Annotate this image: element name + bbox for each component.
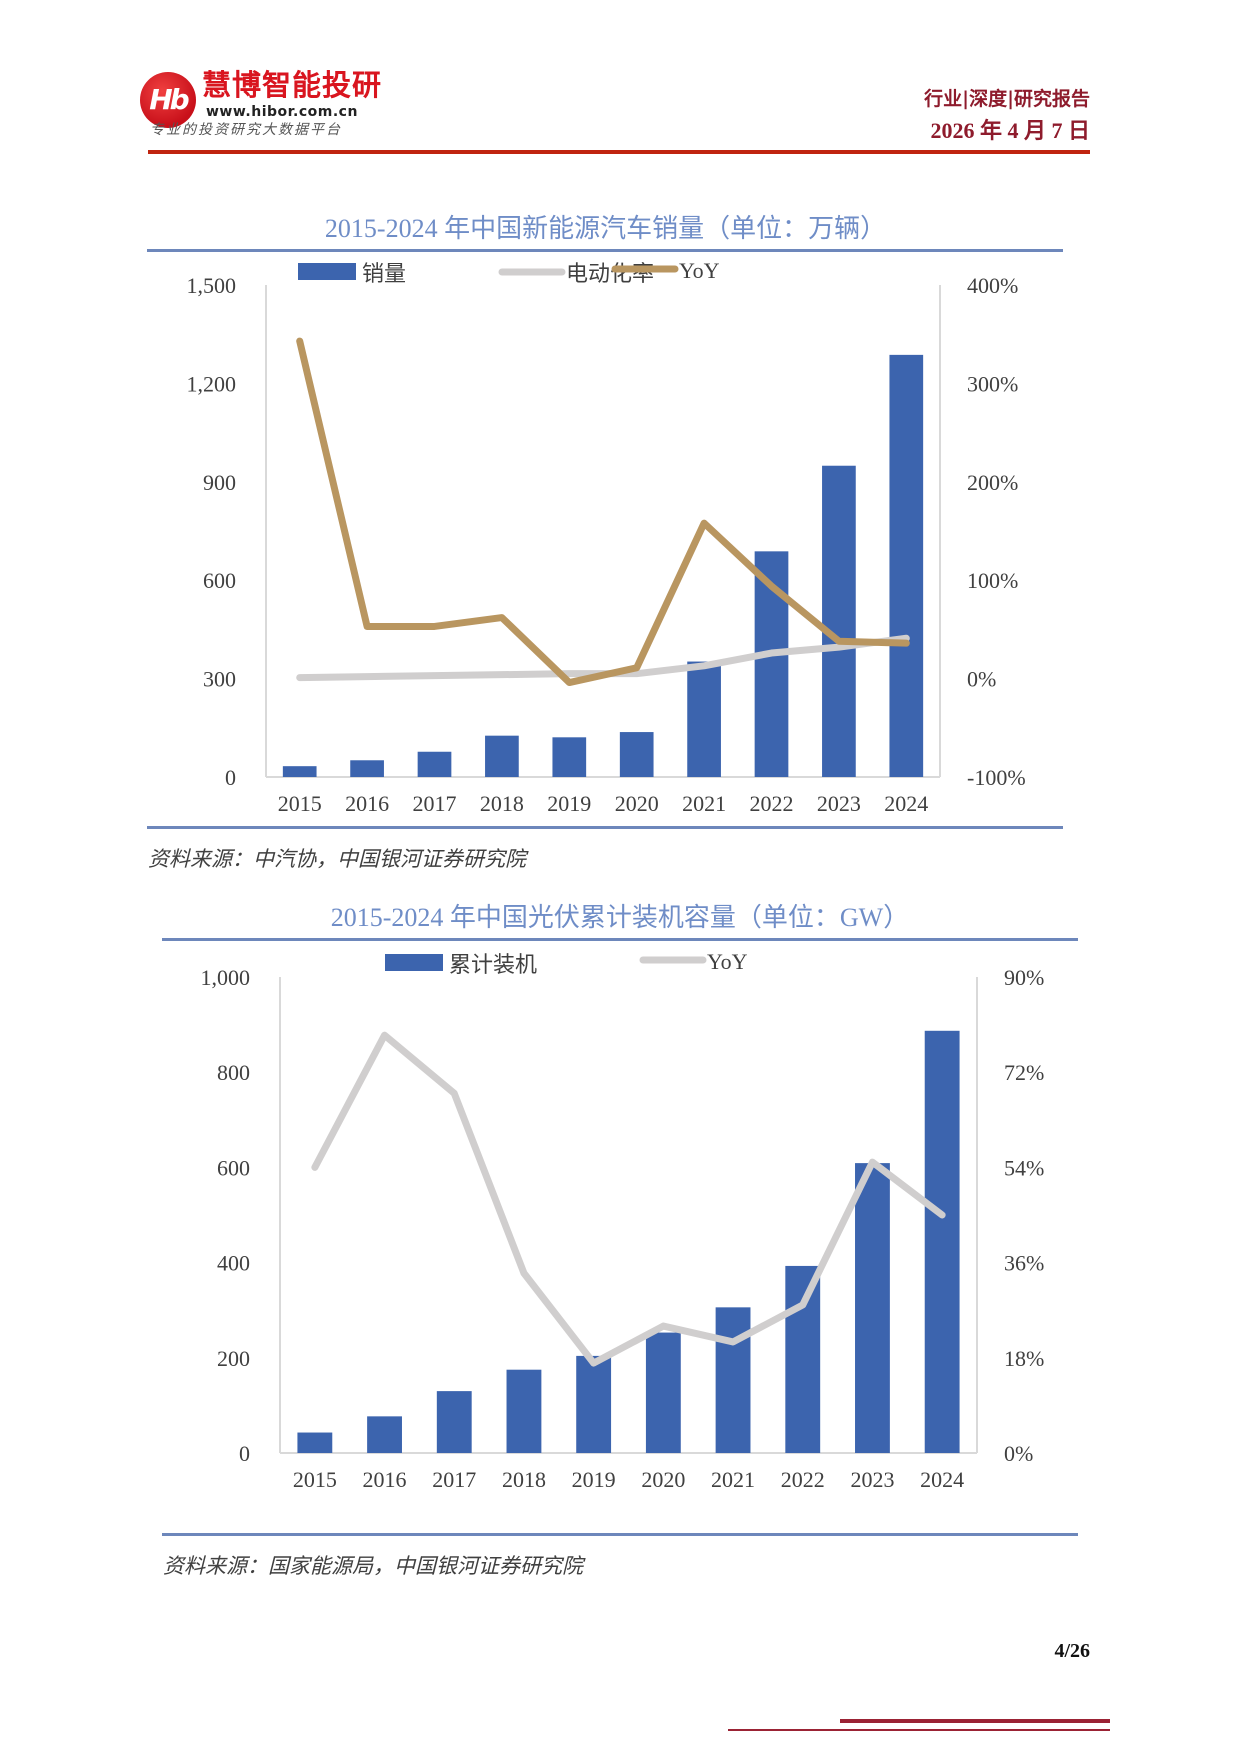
logo-name: 慧博智能投研 <box>202 68 383 102</box>
x-axis-tick: 2024 <box>920 1467 964 1492</box>
x-axis-tick: 2024 <box>884 791 928 816</box>
chart1-bottom-rule <box>147 826 1063 829</box>
left-axis-tick: 1,200 <box>187 371 237 396</box>
x-axis-tick: 2020 <box>641 1467 685 1492</box>
left-axis-tick: 200 <box>217 1346 250 1371</box>
left-axis-tick: 1,500 <box>187 273 237 298</box>
x-axis-tick: 2023 <box>850 1467 894 1492</box>
bar <box>367 1416 402 1453</box>
x-axis-tick: 2019 <box>547 791 591 816</box>
legend-label: 累计装机 <box>449 952 537 977</box>
right-axis-tick: 400% <box>967 273 1018 298</box>
left-axis-tick: 0 <box>225 765 236 790</box>
left-axis-tick: 1,000 <box>201 965 251 990</box>
chart2-bottom-rule <box>162 1533 1078 1536</box>
x-axis-tick: 2023 <box>817 791 861 816</box>
bar <box>687 661 721 777</box>
chart2-source: 资料来源：国家能源局，中国银河证券研究院 <box>163 1554 583 1578</box>
x-axis-tick: 2015 <box>278 791 322 816</box>
right-axis-tick: 72% <box>1004 1060 1044 1085</box>
chart1-top-rule <box>147 249 1063 252</box>
bar <box>715 1307 751 1453</box>
x-axis-tick: 2021 <box>711 1467 755 1492</box>
bar <box>436 1391 472 1453</box>
x-axis-tick: 2022 <box>781 1467 825 1492</box>
hibor-logo-icon: Hb <box>140 72 196 128</box>
x-axis-tick: 2016 <box>345 791 389 816</box>
bar <box>785 1265 821 1453</box>
bar <box>485 735 519 777</box>
bar <box>822 465 856 777</box>
x-axis-tick: 2018 <box>502 1467 546 1492</box>
chart2-title: 2015-2024 年中国光伏累计装机容量（单位：GW） <box>330 903 910 932</box>
bar <box>855 1163 890 1453</box>
report-date: 2026 年 4 月 7 日 <box>930 118 1090 143</box>
bar <box>350 760 384 777</box>
right-axis-tick: 100% <box>967 568 1018 593</box>
legend-label: 销量 <box>362 261 406 286</box>
chart1-source: 资料来源：中汽协，中国银河证券研究院 <box>148 847 526 871</box>
bar <box>552 737 587 777</box>
right-axis-tick: -100% <box>967 765 1026 790</box>
x-axis-tick: 2017 <box>413 791 457 816</box>
x-axis-tick: 2022 <box>750 791 794 816</box>
footer-rule-thin <box>728 1729 1110 1731</box>
legend-swatch-bar <box>385 954 443 971</box>
right-axis-tick: 18% <box>1004 1346 1044 1371</box>
right-axis-tick: 0% <box>1004 1441 1033 1466</box>
chart2-plot: 0 200 400 600 800 1,000 0% 18% 36% 54% 72% 90% 2015 2… <box>201 949 1045 1492</box>
right-axis-tick: 36% <box>1004 1251 1044 1276</box>
bar <box>576 1355 612 1453</box>
report-type: 行业|深度|研究报告 <box>924 88 1090 110</box>
header-divider <box>148 150 1090 154</box>
x-axis-tick: 2015 <box>293 1467 337 1492</box>
x-axis-tick: 2018 <box>480 791 524 816</box>
left-axis-tick: 800 <box>217 1060 250 1085</box>
legend-label: 电动化率 <box>566 261 654 286</box>
left-axis-tick: 600 <box>217 1155 250 1180</box>
bar <box>619 732 654 777</box>
page-number: 4/26 <box>1054 1640 1090 1662</box>
x-axis-tick: 2017 <box>432 1467 476 1492</box>
bar <box>924 1030 960 1453</box>
x-axis-tick: 2021 <box>682 791 726 816</box>
legend-label: YoY <box>679 258 720 283</box>
chart1-plot: 0 300 600 900 1,200 1,500 -100% 0% 100% 200% 300% 4… <box>187 258 1026 816</box>
chart2-top-rule <box>162 938 1078 941</box>
left-axis-tick: 600 <box>203 568 236 593</box>
right-axis-tick: 300% <box>967 371 1018 396</box>
bar <box>645 1332 681 1453</box>
logo-slogan: 专业的投资研究大数据平台 <box>150 122 342 138</box>
bar <box>282 766 317 777</box>
bar <box>506 1369 542 1453</box>
right-axis-tick: 0% <box>967 667 996 692</box>
line-series <box>311 1031 946 1367</box>
bar <box>297 1432 333 1453</box>
legend-label: YoY <box>707 949 748 974</box>
bar <box>417 751 452 777</box>
bar <box>889 354 924 777</box>
chart1-title: 2015-2024 年中国新能源汽车销量（单位：万辆） <box>324 214 887 243</box>
left-axis-tick: 0 <box>239 1441 250 1466</box>
x-axis-tick: 2016 <box>363 1467 407 1492</box>
left-axis-tick: 900 <box>203 470 236 495</box>
logo-url[interactable]: www.hibor.com.cn <box>206 104 358 120</box>
line-series <box>296 337 910 687</box>
footer-rule-thick <box>840 1719 1110 1723</box>
right-axis-tick: 200% <box>967 470 1018 495</box>
legend-swatch-bar <box>298 263 356 280</box>
x-axis-tick: 2020 <box>615 791 659 816</box>
right-axis-tick: 90% <box>1004 965 1044 990</box>
left-axis-tick: 400 <box>217 1251 250 1276</box>
x-axis-tick: 2019 <box>572 1467 616 1492</box>
left-axis-tick: 300 <box>203 667 236 692</box>
right-axis-tick: 54% <box>1004 1155 1044 1180</box>
